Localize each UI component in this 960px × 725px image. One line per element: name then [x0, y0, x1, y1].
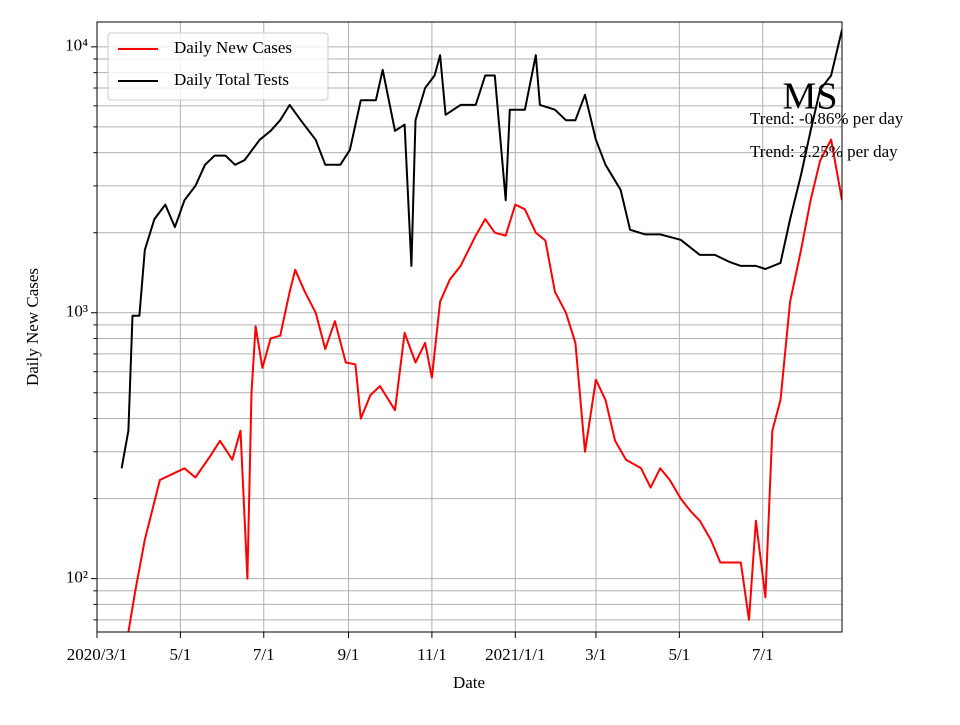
legend-label: Daily New Cases [174, 38, 292, 57]
x-tick-label: 9/1 [338, 645, 360, 664]
x-tick-label: 7/1 [253, 645, 275, 664]
x-tick-label: 3/1 [585, 645, 607, 664]
annotation-title: MS [783, 76, 838, 118]
y-tick-label: 10² [66, 568, 88, 587]
legend-label: Daily Total Tests [174, 70, 289, 89]
x-tick-label: 7/1 [752, 645, 774, 664]
series-line [127, 138, 842, 632]
y-tick-label: 10⁴ [65, 36, 88, 55]
x-tick-label: 2020/3/1 [67, 645, 127, 664]
x-tick-label: 11/1 [417, 645, 447, 664]
y-tick-label: 10³ [66, 302, 88, 321]
annotation: Trend: 2.25% per day [750, 142, 898, 161]
annotation: Trend: -0.86% per day [750, 109, 904, 128]
x-tick-label: 5/1 [170, 645, 192, 664]
plot-frame [96, 21, 843, 633]
legend-box [107, 32, 329, 101]
series-line [120, 29, 842, 469]
x-tick-label: 2021/1/1 [485, 645, 545, 664]
x-tick-label: 5/1 [668, 645, 690, 664]
x-axis-label: Date [453, 673, 485, 692]
y-axis-label: Daily New Cases [23, 268, 42, 386]
